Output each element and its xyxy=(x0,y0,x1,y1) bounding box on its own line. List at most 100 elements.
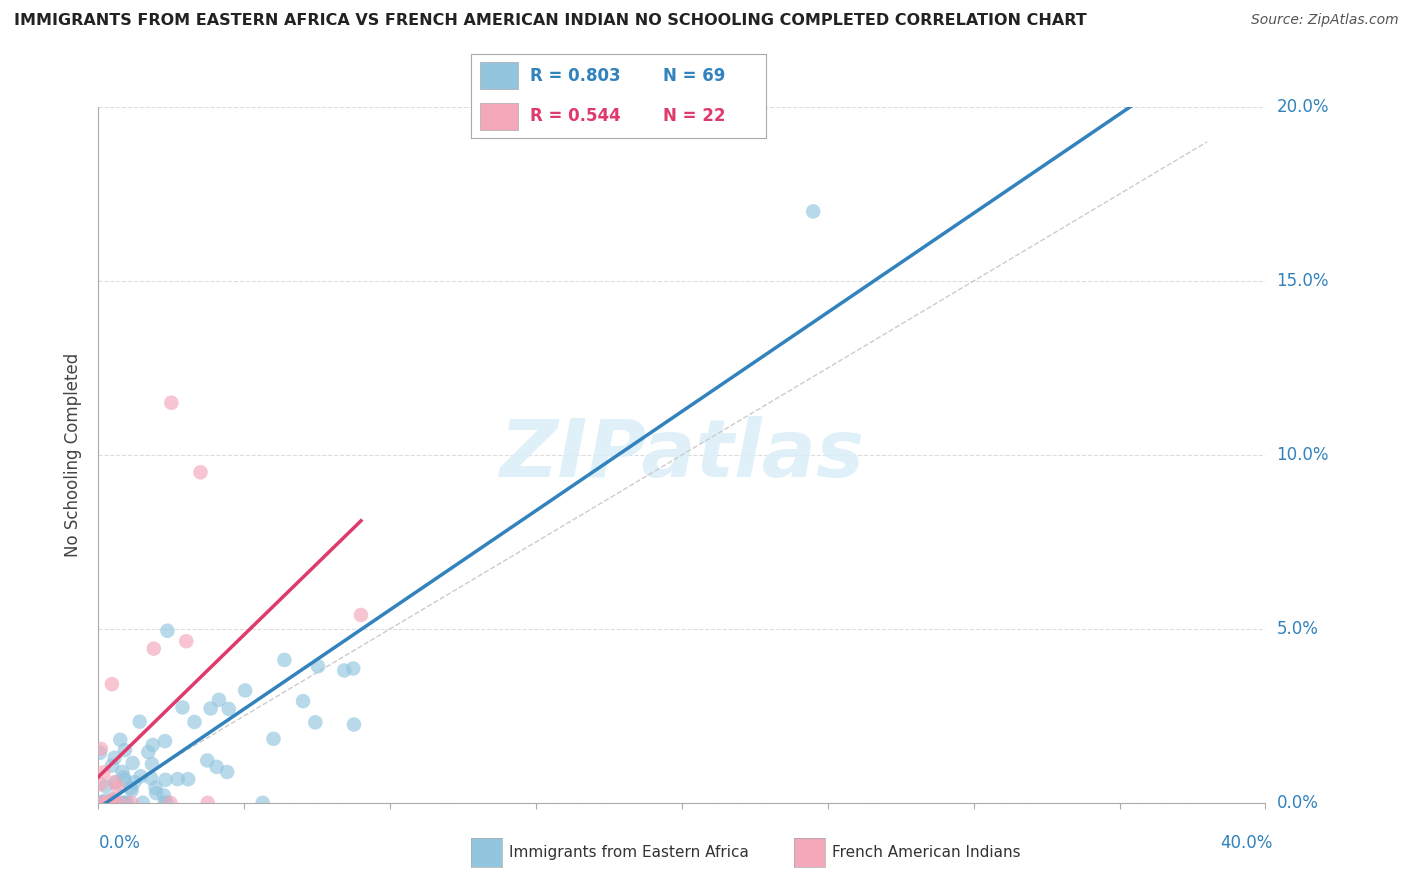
Point xyxy=(101,792,124,806)
Point xyxy=(114,773,136,788)
Point xyxy=(183,714,205,729)
Point xyxy=(343,717,366,731)
Point xyxy=(307,659,329,673)
Point xyxy=(333,664,356,678)
Point xyxy=(252,796,274,810)
Point xyxy=(121,796,143,810)
Point xyxy=(90,796,112,810)
Point xyxy=(145,786,167,800)
Point xyxy=(350,607,373,622)
Point xyxy=(114,796,136,810)
Text: IMMIGRANTS FROM EASTERN AFRICA VS FRENCH AMERICAN INDIAN NO SCHOOLING COMPLETED : IMMIGRANTS FROM EASTERN AFRICA VS FRENCH… xyxy=(14,13,1087,29)
Point xyxy=(107,780,129,795)
FancyBboxPatch shape xyxy=(479,103,519,130)
Point xyxy=(121,756,143,770)
Point xyxy=(132,796,155,810)
Text: R = 0.544: R = 0.544 xyxy=(530,107,621,125)
Point xyxy=(89,746,111,760)
Point xyxy=(190,466,212,480)
Point xyxy=(98,796,121,810)
Point xyxy=(292,694,315,708)
Text: 0.0%: 0.0% xyxy=(98,834,141,852)
Text: French American Indians: French American Indians xyxy=(832,846,1021,860)
Point xyxy=(139,771,162,785)
Point xyxy=(156,796,179,810)
Point xyxy=(155,772,177,787)
Point xyxy=(101,796,124,810)
Point xyxy=(120,780,142,795)
Point xyxy=(91,796,114,810)
Point xyxy=(195,753,218,767)
Point xyxy=(103,775,125,789)
Point xyxy=(136,745,159,759)
Point xyxy=(205,760,228,774)
Text: Source: ZipAtlas.com: Source: ZipAtlas.com xyxy=(1251,13,1399,28)
Point xyxy=(108,796,131,810)
Point xyxy=(93,765,115,780)
Point xyxy=(90,796,112,810)
Point xyxy=(153,734,176,748)
Point xyxy=(153,789,176,803)
Y-axis label: No Schooling Completed: No Schooling Completed xyxy=(65,353,83,557)
Point xyxy=(89,777,111,791)
Point xyxy=(103,796,125,810)
Point xyxy=(94,793,117,807)
Point xyxy=(90,742,112,756)
Point xyxy=(112,770,135,784)
Text: N = 69: N = 69 xyxy=(664,67,725,85)
Point xyxy=(104,775,127,789)
Point xyxy=(233,683,256,698)
Point xyxy=(124,775,146,789)
Point xyxy=(142,738,165,752)
Point xyxy=(200,701,222,715)
Text: 20.0%: 20.0% xyxy=(1277,98,1329,116)
Point xyxy=(166,772,188,786)
Point xyxy=(103,796,125,810)
Point xyxy=(100,796,122,810)
Point xyxy=(801,204,824,219)
Point xyxy=(145,780,167,795)
Point xyxy=(103,796,125,810)
Point xyxy=(218,702,240,716)
Point xyxy=(208,693,231,707)
Point xyxy=(90,796,112,810)
Text: 10.0%: 10.0% xyxy=(1277,446,1329,464)
Point xyxy=(100,796,122,810)
Point xyxy=(153,796,176,810)
Text: ZIPatlas: ZIPatlas xyxy=(499,416,865,494)
Point xyxy=(273,653,295,667)
Point xyxy=(103,792,125,806)
Point xyxy=(101,758,124,772)
Text: R = 0.803: R = 0.803 xyxy=(530,67,620,85)
Point xyxy=(342,661,364,675)
Text: N = 22: N = 22 xyxy=(664,107,725,125)
Point xyxy=(100,796,122,810)
Point xyxy=(91,796,114,810)
Point xyxy=(96,796,118,810)
Point xyxy=(97,796,120,810)
Point xyxy=(94,779,117,793)
Point xyxy=(129,769,152,783)
Point xyxy=(156,624,179,638)
Text: 40.0%: 40.0% xyxy=(1220,834,1272,852)
Point xyxy=(89,796,111,810)
Point xyxy=(101,677,124,691)
Point xyxy=(141,757,163,772)
Text: 0.0%: 0.0% xyxy=(1277,794,1319,812)
Point xyxy=(263,731,285,746)
Point xyxy=(159,796,181,810)
Point xyxy=(174,634,197,648)
Point xyxy=(97,796,120,810)
Point xyxy=(177,772,200,787)
Point xyxy=(112,796,135,810)
Point xyxy=(217,764,239,779)
Point xyxy=(197,796,219,810)
Point xyxy=(98,796,121,810)
Point xyxy=(172,700,194,714)
Point xyxy=(104,750,127,764)
Point xyxy=(110,796,132,810)
Point xyxy=(97,796,120,810)
Point xyxy=(111,764,134,779)
Text: 15.0%: 15.0% xyxy=(1277,272,1329,290)
Point xyxy=(128,714,150,729)
